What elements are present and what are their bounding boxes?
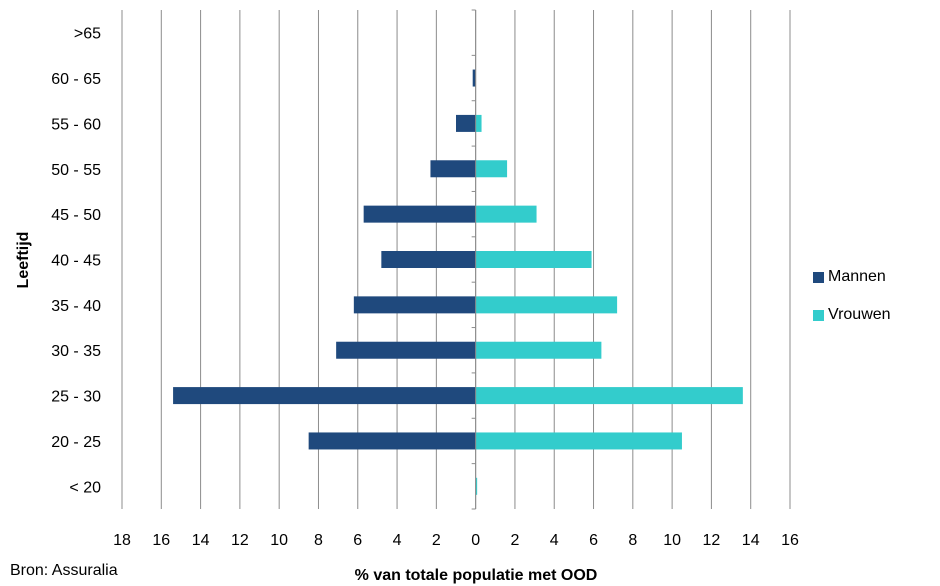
tick-labels: 18 16 14 12 10 8 6 4 2 0 2 4 6 8 10 12 14 16 < 20 20 - 25 25… (51, 26, 799, 549)
bar-vrouwen (475, 387, 743, 405)
x-tick-label: 4 (393, 532, 402, 549)
x-tick-label: 12 (703, 532, 721, 549)
bar-mannen (308, 432, 476, 450)
x-tick-label: 4 (550, 532, 559, 549)
x-tick-label: 2 (510, 532, 519, 549)
legend-swatch-mannen (813, 271, 824, 283)
x-tick-label: 12 (231, 532, 249, 549)
bar-vrouwen (475, 341, 602, 359)
y-tick-label: 45 - 50 (51, 207, 101, 224)
x-tick-label: 2 (432, 532, 441, 549)
y-tick-label: 55 - 60 (51, 116, 101, 133)
bar-mannen (353, 296, 476, 314)
y-tick-label: 25 - 30 (51, 389, 101, 406)
x-tick-label: 16 (781, 532, 799, 549)
bar-vrouwen (475, 160, 508, 178)
bar-mannen (173, 387, 476, 405)
x-tick-label: 8 (314, 532, 323, 549)
bar-mannen (336, 341, 476, 359)
x-axis-label: % van totale populatie met OOD (355, 567, 598, 584)
y-tick-label: 50 - 55 (51, 162, 101, 179)
legend-label-mannen: Mannen (828, 268, 886, 285)
y-tick-label: 40 - 45 (51, 253, 101, 270)
x-tick-label: 10 (663, 532, 681, 549)
legend: Mannen Vrouwen (813, 267, 891, 343)
x-tick-label: 18 (113, 532, 131, 549)
y-tick-label: 30 - 35 (51, 343, 101, 360)
bar-vrouwen (475, 114, 482, 132)
bar-mannen (456, 114, 476, 132)
y-tick-label: < 20 (69, 479, 101, 496)
bar-mannen (363, 205, 476, 223)
x-tick-label: 14 (742, 532, 760, 549)
y-tick-label: 35 - 40 (51, 298, 101, 315)
bar-vrouwen (475, 477, 478, 495)
axes (471, 9, 477, 510)
legend-label-vrouwen: Vrouwen (828, 306, 891, 323)
bar-vrouwen (475, 251, 592, 268)
gridlines (121, 10, 791, 509)
bar-vrouwen (475, 205, 537, 223)
x-tick-label: 6 (589, 532, 598, 549)
bar-mannen (430, 160, 476, 178)
y-tick-label: >65 (74, 26, 101, 43)
bar-vrouwen (475, 296, 618, 314)
legend-item-vrouwen: Vrouwen (813, 305, 891, 325)
x-tick-label: 6 (353, 532, 362, 549)
x-tick-label: 16 (152, 532, 170, 549)
bars (173, 69, 743, 495)
x-tick-label: 14 (192, 532, 210, 549)
x-tick-label: 0 (471, 532, 480, 549)
source-note: Bron: Assuralia (10, 562, 118, 579)
x-tick-label: 8 (628, 532, 637, 549)
y-tick-label: 20 - 25 (51, 434, 101, 451)
bar-mannen (381, 251, 476, 268)
x-tick-label: 10 (270, 532, 288, 549)
bar-vrouwen (475, 432, 682, 450)
y-tick-label: 60 - 65 (51, 71, 101, 88)
bar-mannen (472, 69, 476, 87)
legend-item-mannen: Mannen (813, 267, 891, 287)
y-axis-label: Leeftijd (15, 232, 32, 289)
legend-swatch-vrouwen (813, 309, 824, 321)
